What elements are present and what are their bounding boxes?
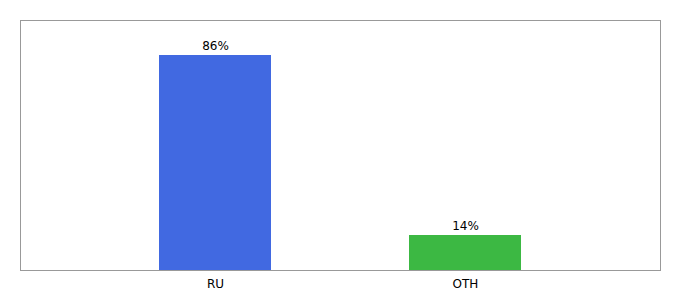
svg-text:14%: 14% <box>452 219 479 233</box>
svg-text:OTH: OTH <box>453 277 479 291</box>
svg-text:86%: 86% <box>202 39 229 53</box>
svg-text:RU: RU <box>207 277 224 291</box>
